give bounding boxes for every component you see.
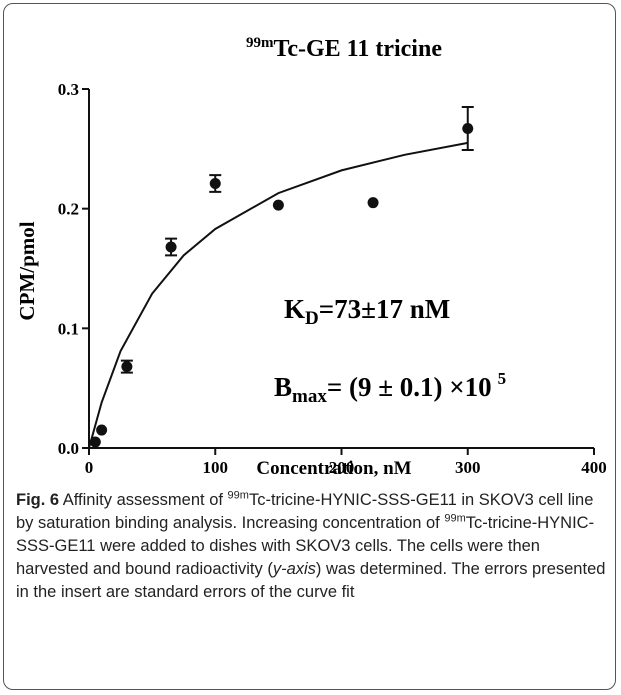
data-point: [89, 436, 101, 448]
y-tick-label: 0.1: [58, 319, 79, 338]
x-tick-label: 100: [203, 458, 229, 477]
x-tick-label: 400: [581, 458, 607, 477]
data-point: [272, 199, 284, 211]
kd-sub: D: [305, 308, 319, 329]
y-tick-label: 0.3: [58, 80, 79, 99]
y-tick-label: 0.2: [58, 200, 79, 219]
bmax-annotation: Bmax= (9 ± 0.1) ×10 5: [274, 369, 506, 407]
caption-sup: 99m: [227, 489, 249, 502]
title-text: Tc-GE 11 tricine: [274, 36, 443, 62]
x-axis-label: Concentration, nM: [256, 458, 411, 479]
kd-rest: =73±17 nM: [319, 294, 450, 324]
bmax-sub: max: [292, 386, 327, 407]
fit-curve: [88, 141, 468, 449]
kd-annotation: KD=73±17 nM: [284, 294, 450, 329]
bmax-rest: = (9 ± 0.1) ×10: [327, 372, 492, 402]
bmax-main: B: [274, 372, 292, 402]
chart: 99mTc-GE 11 tricine Concentration, nM CP…: [15, 35, 607, 479]
data-point: [96, 424, 108, 436]
y-tick-label: 0.0: [58, 439, 79, 458]
caption-label: Fig. 6: [16, 491, 60, 509]
y-axis-label: CPM/pmol: [15, 221, 39, 320]
title-superscript: 99m: [246, 35, 274, 51]
caption-text: Tc-tricine-HYNIC-SSS-GE11 were added to …: [16, 514, 595, 578]
data-point: [209, 178, 221, 190]
data-point: [121, 361, 133, 373]
data-point: [165, 241, 177, 253]
caption: Fig. 6 Affinity assessment of 99mTc-tric…: [16, 489, 606, 604]
chart-title: 99mTc-GE 11 tricine: [246, 35, 442, 62]
x-tick-label: 0: [85, 458, 94, 477]
figure-frame: 99mTc-GE 11 tricine Concentration, nM CP…: [3, 3, 616, 690]
data-point: [367, 197, 379, 209]
caption-text: Tc-tricine-HYNIC-SSS-GE11 in SKOV3 cell …: [16, 491, 594, 532]
bmax-sup: 5: [498, 369, 507, 388]
x-tick-label: 200: [329, 458, 355, 477]
caption-text: Affinity assessment of: [59, 491, 228, 509]
caption-sup: 99m: [444, 512, 466, 525]
caption-italic: y-axis: [272, 560, 316, 578]
caption-text: ) was determined. The errors presented i…: [16, 560, 606, 601]
data-point: [462, 122, 474, 134]
kd-main: K: [284, 294, 305, 324]
x-tick-label: 300: [455, 458, 481, 477]
